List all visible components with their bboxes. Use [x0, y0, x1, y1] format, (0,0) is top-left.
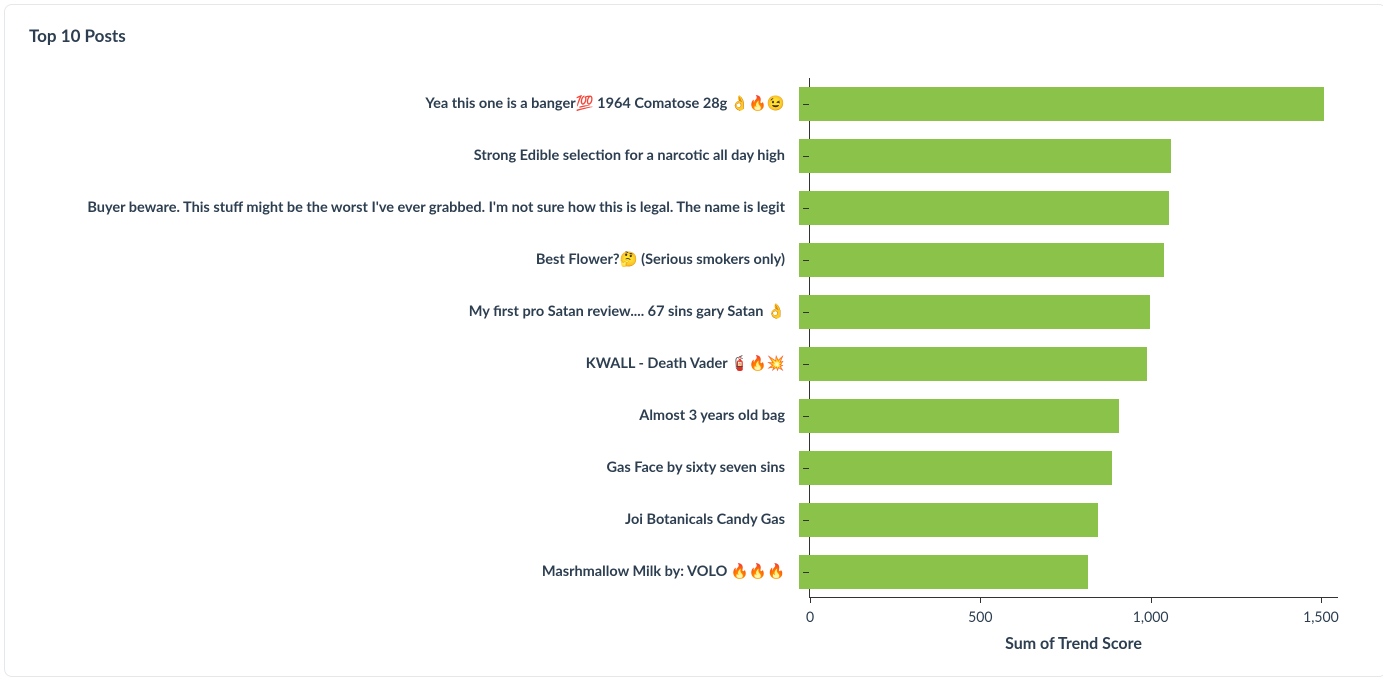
chart-row: Masrhmallow Milk by: VOLO 🔥🔥🔥 [29, 546, 1338, 598]
x-tick-label: 1,500 [1303, 608, 1339, 625]
y-tick [803, 312, 809, 313]
x-tick-label: 1,000 [1133, 608, 1169, 625]
chart-row: My first pro Satan review.... 67 sins ga… [29, 286, 1338, 338]
chart-row: Strong Edible selection for a narcotic a… [29, 130, 1338, 182]
chart-row: Almost 3 years old bag [29, 390, 1338, 442]
bar-track [799, 503, 1338, 537]
bar-track [799, 399, 1338, 433]
y-tick [803, 208, 809, 209]
bar-track [799, 243, 1338, 277]
y-tick [803, 260, 809, 261]
bar-track [799, 347, 1338, 381]
x-tick-label: 0 [806, 608, 814, 625]
x-axis-title: Sum of Trend Score [809, 634, 1338, 653]
bar-track [799, 87, 1338, 121]
bar-track [799, 451, 1338, 485]
bar-track [799, 295, 1338, 329]
row-label: Buyer beware. This stuff might be the wo… [29, 199, 799, 217]
y-tick [803, 572, 809, 573]
bar[interactable] [799, 243, 1164, 277]
chart-row: Joi Botanicals Candy Gas [29, 494, 1338, 546]
bar[interactable] [799, 555, 1088, 589]
row-label: Yea this one is a banger💯 1964 Comatose … [29, 95, 799, 113]
chart-row: Gas Face by sixty seven sins [29, 442, 1338, 494]
y-tick [803, 468, 809, 469]
bar[interactable] [799, 295, 1150, 329]
bar[interactable] [799, 451, 1112, 485]
bar[interactable] [799, 87, 1324, 121]
chart-row: KWALL - Death Vader 🧯🔥💥 [29, 338, 1338, 390]
bar-track [799, 139, 1338, 173]
chart-card: Top 10 Posts 0 500 1,000 1,500 Sum of Trend… [4, 4, 1383, 677]
chart-area: 0 500 1,000 1,500 Sum of Trend Score Yea th… [29, 58, 1362, 658]
row-label: Almost 3 years old bag [29, 407, 799, 425]
row-label: My first pro Satan review.... 67 sins ga… [29, 303, 799, 321]
bar-track [799, 191, 1338, 225]
chart-row: Best Flower?🤔 (Serious smokers only) [29, 234, 1338, 286]
row-label: Best Flower?🤔 (Serious smokers only) [29, 251, 799, 269]
chart-row: Yea this one is a banger💯 1964 Comatose … [29, 78, 1338, 130]
bar[interactable] [799, 139, 1171, 173]
y-tick [803, 416, 809, 417]
y-tick [803, 364, 809, 365]
row-label: Strong Edible selection for a narcotic a… [29, 147, 799, 165]
chart-row: Buyer beware. This stuff might be the wo… [29, 182, 1338, 234]
bar[interactable] [799, 503, 1098, 537]
bar[interactable] [799, 191, 1169, 225]
y-tick [803, 156, 809, 157]
row-label: Joi Botanicals Candy Gas [29, 511, 799, 529]
y-tick [803, 104, 809, 105]
y-tick [803, 520, 809, 521]
row-label: Masrhmallow Milk by: VOLO 🔥🔥🔥 [29, 563, 799, 581]
x-tick-label: 500 [968, 608, 992, 625]
row-label: KWALL - Death Vader 🧯🔥💥 [29, 355, 799, 373]
bar[interactable] [799, 347, 1147, 381]
bar-track [799, 555, 1338, 589]
row-label: Gas Face by sixty seven sins [29, 459, 799, 477]
bar[interactable] [799, 399, 1119, 433]
card-title: Top 10 Posts [29, 25, 1362, 46]
